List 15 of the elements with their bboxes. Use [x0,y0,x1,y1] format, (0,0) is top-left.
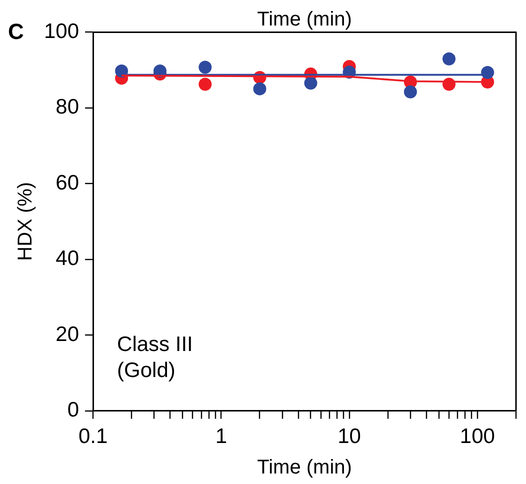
x-axis-title: Time (min) [257,456,352,479]
x-tick-label: 1 [215,425,228,448]
y-tick-label: 40 [56,247,80,270]
text: C [8,19,24,44]
x2-axis-title: Time (min) [257,8,352,31]
y-tick-label: 0 [67,398,80,422]
x-tick-label: 100 [460,425,495,448]
annotation: Class III (Gold) [117,332,193,382]
y-tick-label: 60 [56,171,80,194]
y-axis-title: HDX (%) [14,182,37,261]
x-tick-label: 10 [338,425,361,448]
y-tick-label: 80 [56,96,80,119]
y-tick-label: 100 [44,20,80,43]
y-tick-label: 20 [56,322,80,346]
x-tick-label: 0.1 [78,425,108,448]
